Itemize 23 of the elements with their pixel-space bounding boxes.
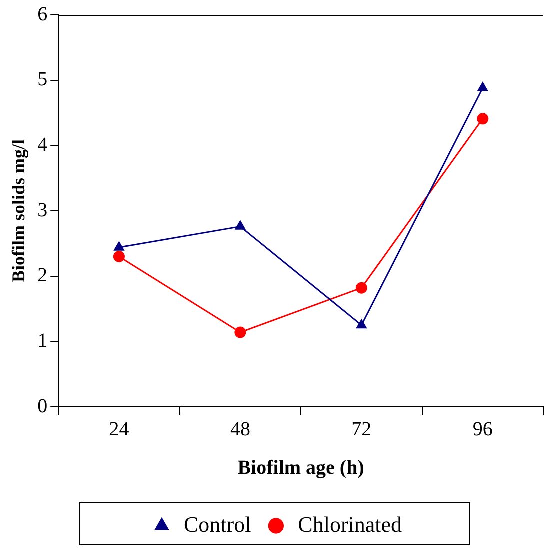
x-tick-label: 96 — [472, 418, 493, 440]
legend-label: Control — [184, 512, 252, 537]
legend-label: Chlorinated — [298, 512, 402, 537]
point — [114, 242, 124, 251]
point — [234, 326, 246, 338]
x-tick-label: 48 — [230, 418, 250, 440]
y-tick-label: 0 — [38, 395, 48, 418]
y-tick-label: 1 — [38, 330, 48, 352]
point — [477, 113, 489, 125]
point — [235, 220, 246, 230]
y-tick-label: 3 — [38, 199, 48, 222]
x-axis-title: Biofilm age (h) — [238, 457, 364, 480]
point — [478, 82, 488, 92]
y-tick-label: 2 — [38, 264, 48, 287]
point — [356, 282, 368, 294]
x-tick-label: 24 — [109, 418, 130, 440]
point — [356, 320, 367, 329]
y-tick-label: 6 — [38, 3, 48, 26]
y-axis-title: Biofilm solids mg/l — [8, 139, 28, 283]
y-tick-label: 5 — [38, 68, 48, 91]
point — [113, 250, 125, 262]
x-tick-label: 72 — [352, 418, 372, 440]
y-tick-label: 4 — [38, 134, 48, 156]
